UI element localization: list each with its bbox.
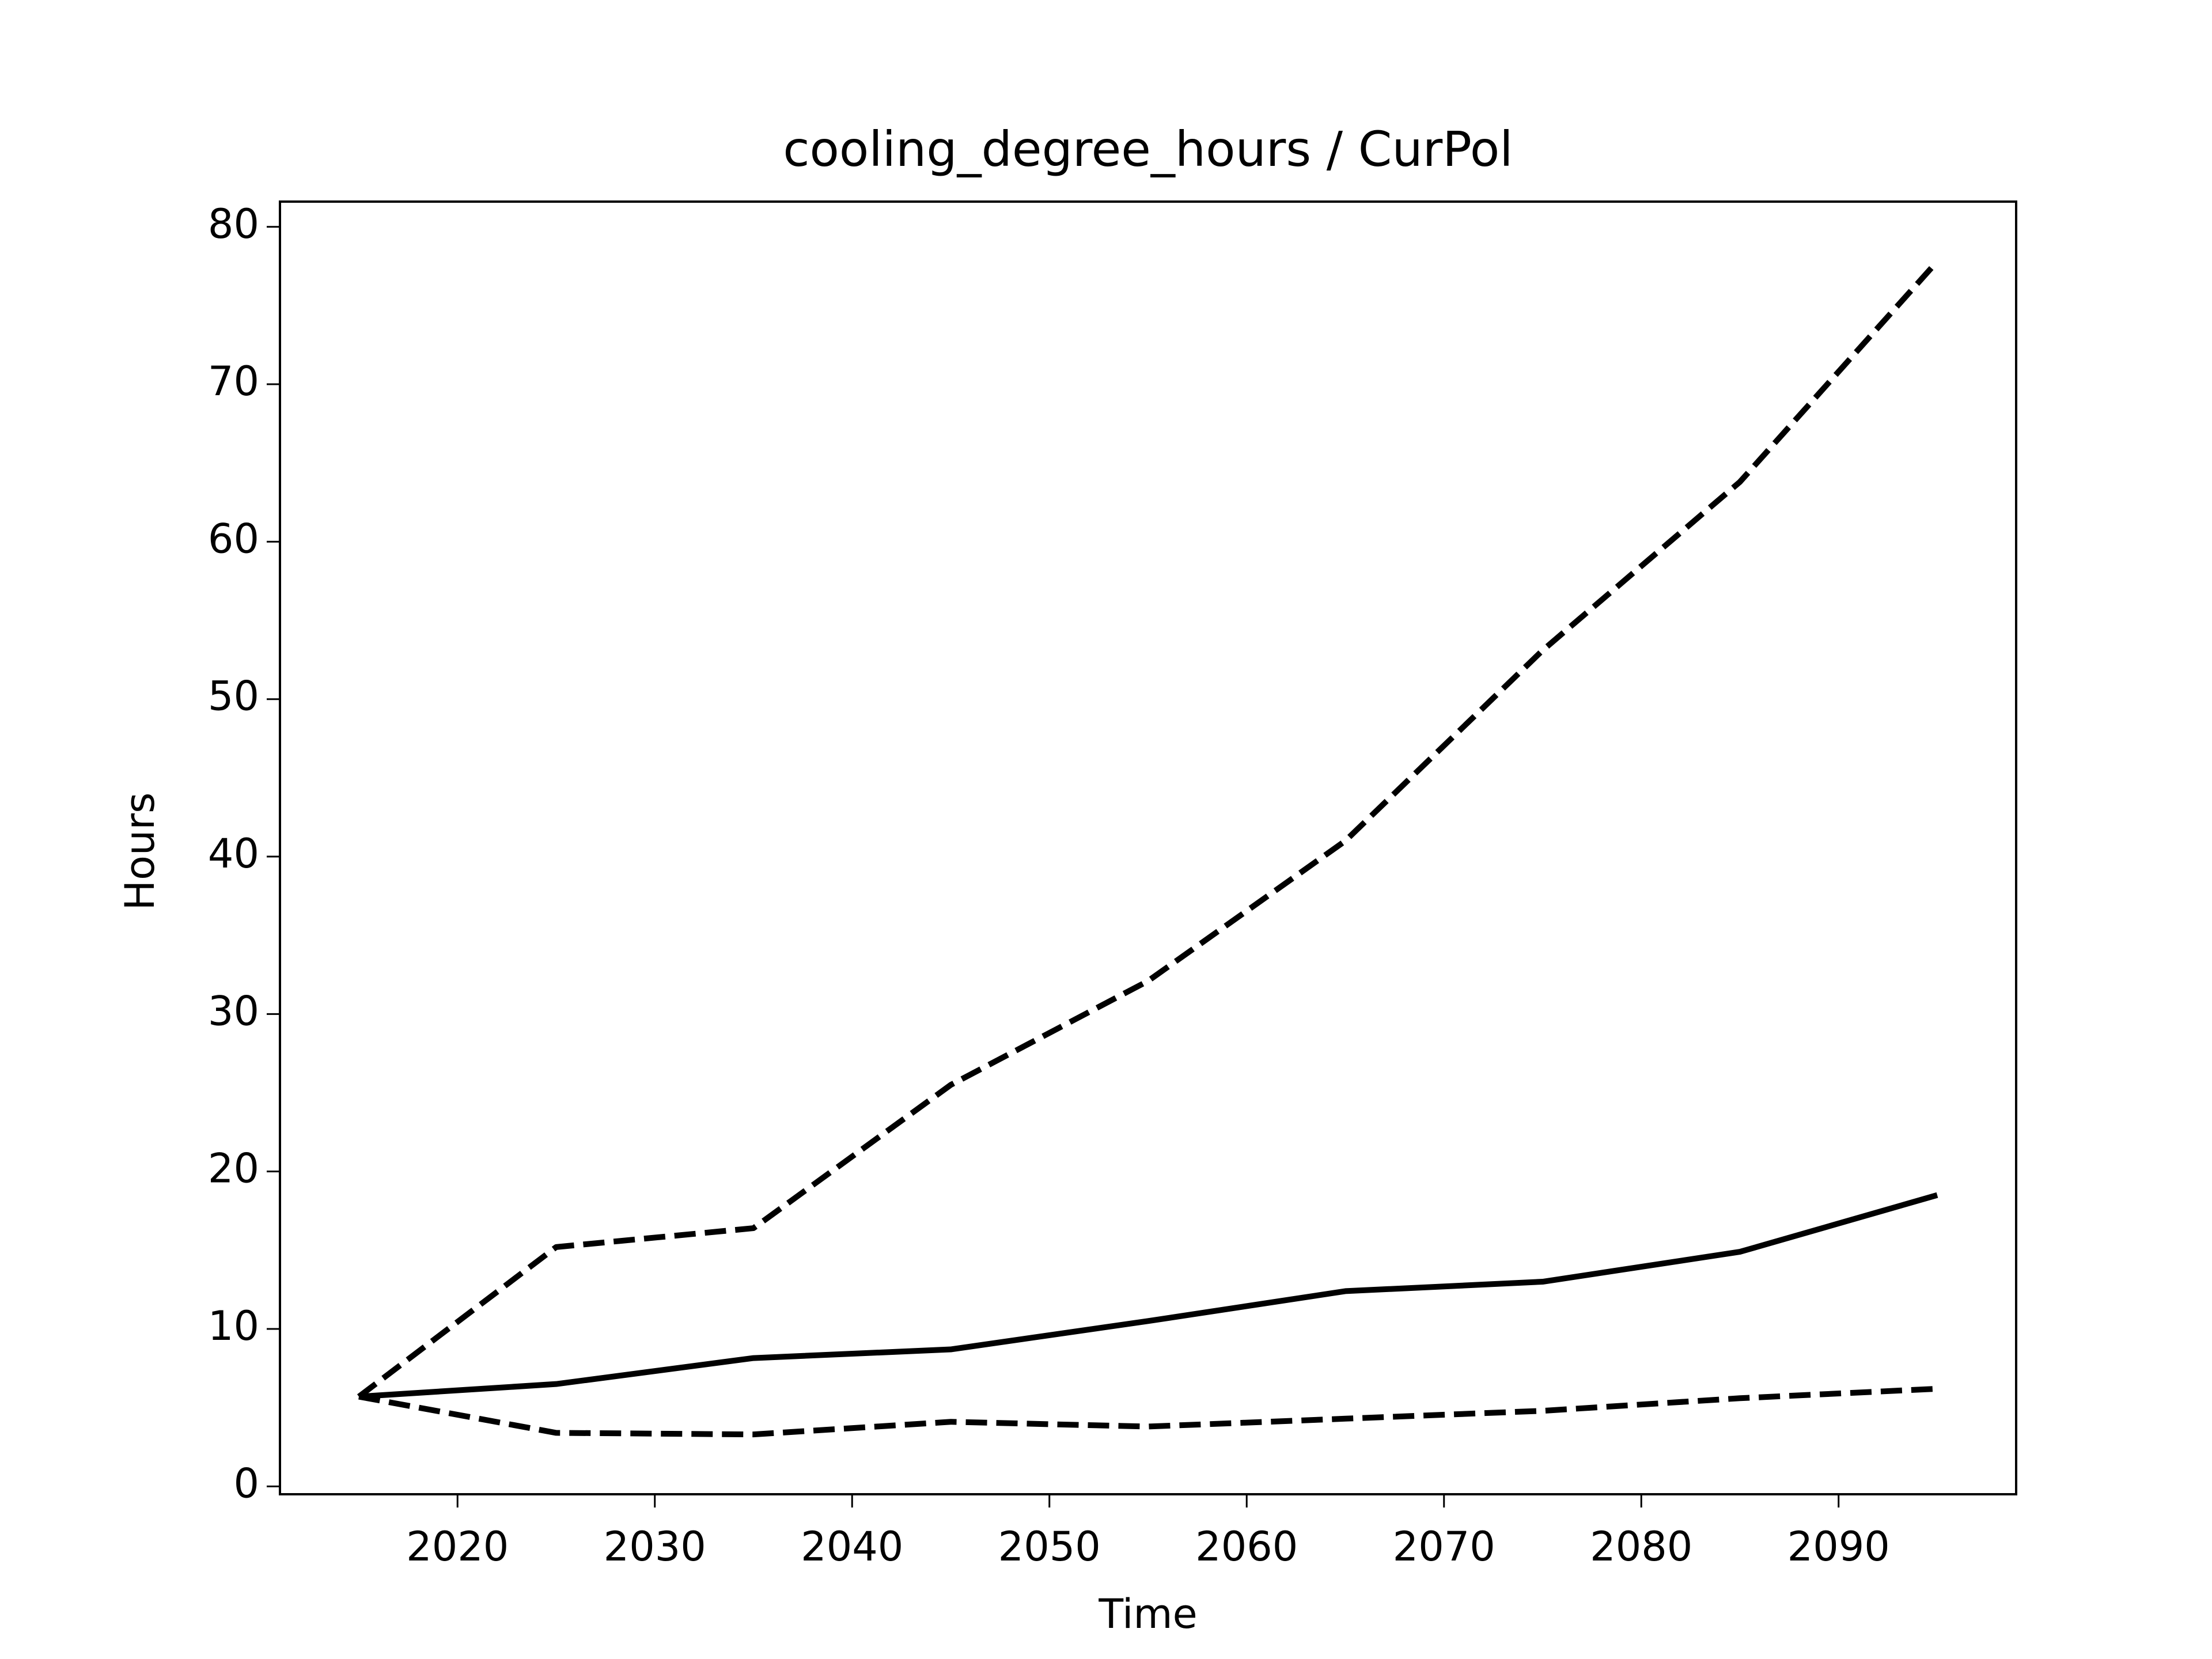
data-line <box>358 1192 1938 1400</box>
x-tick-label: 2040 <box>801 1523 903 1570</box>
x-tick-label: 2070 <box>1393 1523 1495 1570</box>
y-tick-label: 0 <box>233 1460 259 1507</box>
y-tick-label: 60 <box>208 515 259 562</box>
x-tick-label: 2050 <box>998 1523 1101 1570</box>
x-axis-label: Time <box>1098 1590 1197 1638</box>
data-line <box>358 1385 1938 1438</box>
x-tick-label: 2080 <box>1590 1523 1692 1570</box>
y-tick-label: 40 <box>208 830 259 877</box>
y-tick-label: 70 <box>208 358 259 405</box>
plot-frame <box>279 200 2017 1495</box>
x-tick-label: 2030 <box>604 1523 706 1570</box>
x-tick-label: 2090 <box>1787 1523 1890 1570</box>
y-tick-label: 30 <box>208 987 259 1035</box>
y-tick-label: 20 <box>208 1145 259 1192</box>
y-tick-label: 10 <box>208 1302 259 1350</box>
data-line <box>357 259 1940 1399</box>
x-tick-label: 2020 <box>406 1523 509 1570</box>
chart-title: cooling_degree_hours / CurPol <box>783 121 1513 177</box>
y-tick-label: 80 <box>208 200 259 248</box>
y-axis-label: Hours <box>116 792 164 910</box>
y-tick-label: 50 <box>208 673 259 720</box>
x-tick-label: 2060 <box>1195 1523 1298 1570</box>
